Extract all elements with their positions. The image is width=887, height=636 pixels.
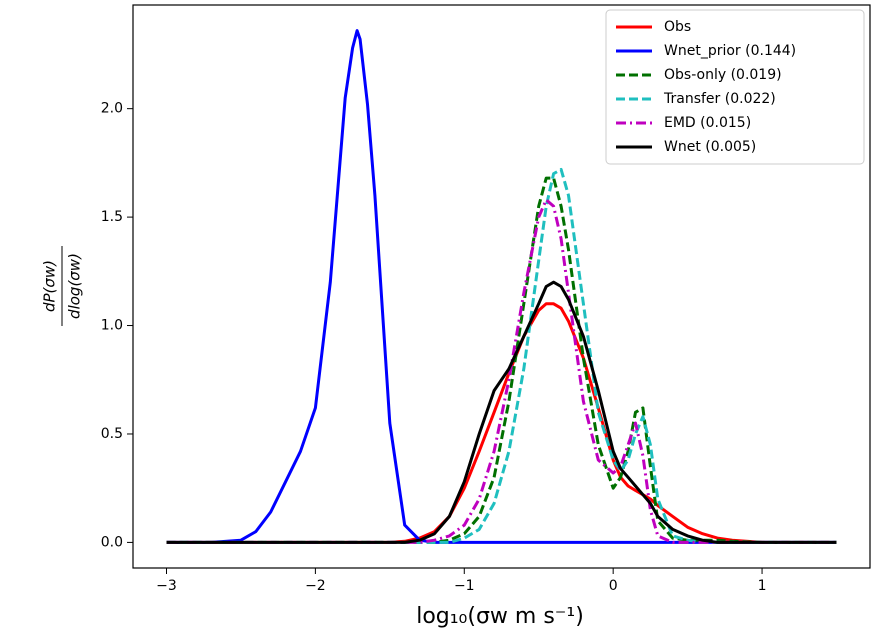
y-tick-label: 1.5 bbox=[101, 209, 123, 225]
plot-frame bbox=[132, 4, 871, 569]
y-tick-label: 0.5 bbox=[101, 426, 123, 442]
y-tick-label: 2.0 bbox=[101, 101, 123, 117]
x-tick-label: −1 bbox=[454, 578, 475, 594]
legend-label: Wnet (0.005) bbox=[664, 139, 756, 155]
legend-label: EMD (0.015) bbox=[664, 115, 751, 131]
y-axis-label: dP(σw) dlog(σw) bbox=[41, 246, 84, 326]
series-line bbox=[166, 29, 837, 544]
y-tick-label: 0.0 bbox=[101, 534, 123, 550]
series-line bbox=[166, 198, 837, 544]
x-tick-label: 1 bbox=[758, 578, 767, 594]
legend-label: Wnet_prior (0.144) bbox=[664, 43, 796, 59]
legend-label: Obs bbox=[664, 19, 691, 35]
y-label-numerator: dP(σw) bbox=[41, 260, 59, 312]
series-line bbox=[166, 176, 837, 544]
x-tick-label: −3 bbox=[156, 578, 177, 594]
y-label-denominator: dlog(σw) bbox=[66, 253, 84, 319]
x-tick-label: 0 bbox=[609, 578, 618, 594]
series-line bbox=[166, 280, 837, 544]
legend-label: Transfer (0.022) bbox=[663, 91, 776, 107]
series-line bbox=[166, 302, 837, 544]
x-tick-label: −2 bbox=[305, 578, 326, 594]
x-axis-label: log₁₀(σw m s⁻¹) bbox=[416, 604, 584, 629]
y-tick-label: 1.0 bbox=[101, 318, 123, 334]
legend-box bbox=[605, 9, 865, 165]
series-line bbox=[166, 167, 837, 544]
legend-label: Obs-only (0.019) bbox=[664, 67, 782, 83]
